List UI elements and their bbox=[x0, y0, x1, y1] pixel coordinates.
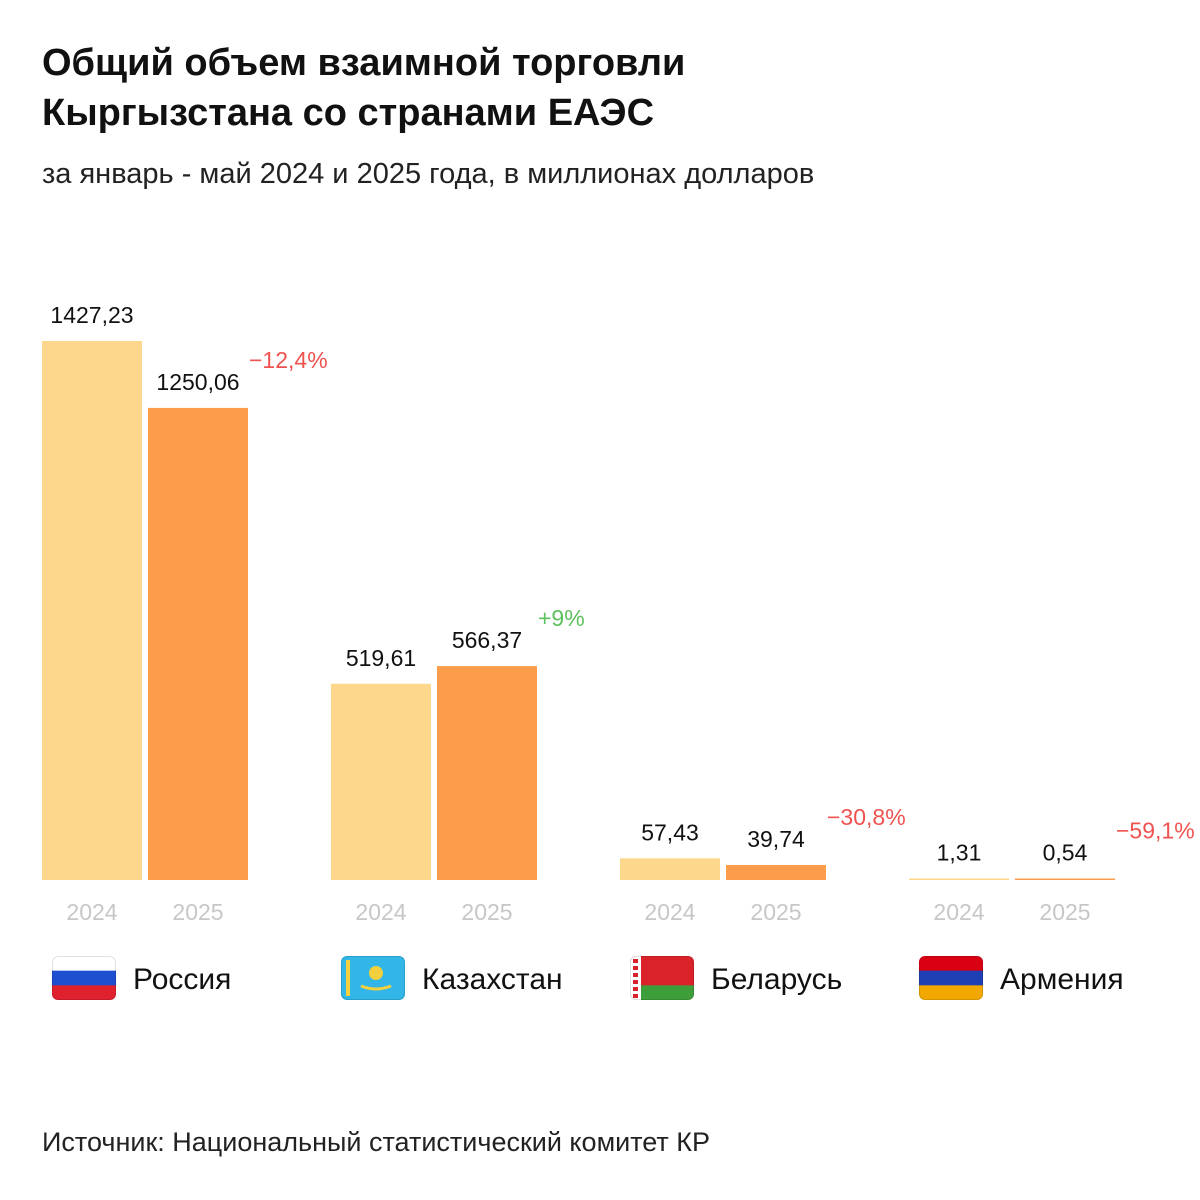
chart-title-line-1: Общий объем взаимной торговли bbox=[42, 42, 686, 84]
armenia-flag-icon bbox=[919, 956, 983, 1000]
bar-2025-1 bbox=[148, 407, 248, 880]
value-label-2024-2: 519,61 bbox=[346, 645, 416, 671]
year-label-2025-4: 2025 bbox=[1039, 899, 1090, 925]
change-label-1: −12,4% bbox=[249, 347, 328, 373]
change-label-2: +9% bbox=[538, 605, 585, 631]
bar-2025-4 bbox=[1015, 878, 1115, 880]
country-label-2: Казахстан bbox=[422, 963, 563, 996]
source-note: Источник: Национальный статистический ко… bbox=[42, 1127, 710, 1157]
country-label-4: Армения bbox=[1000, 963, 1124, 996]
value-label-2025-4: 0,54 bbox=[1043, 840, 1088, 866]
chart-subtitle: за январь - май 2024 и 2025 года, в милл… bbox=[42, 158, 815, 190]
value-label-2025-3: 39,74 bbox=[747, 826, 805, 852]
change-label-4: −59,1% bbox=[1116, 818, 1195, 844]
chart-title: Общий объем взаимной торговли Кыргызстан… bbox=[42, 38, 1042, 138]
chart-title-line-2: Кыргызстана со странами ЕАЭС bbox=[42, 92, 655, 134]
bar-2024-3 bbox=[620, 858, 720, 880]
year-label-2024-4: 2024 bbox=[933, 899, 984, 925]
russia-flag-icon bbox=[52, 956, 116, 1000]
year-label-2024-1: 2024 bbox=[66, 899, 117, 925]
year-label-2025-1: 2025 bbox=[172, 899, 223, 925]
bar-2024-2 bbox=[331, 683, 431, 880]
year-label-2024-2: 2024 bbox=[355, 899, 406, 925]
kazakhstan-flag-icon bbox=[341, 956, 405, 1000]
bar-2024-4 bbox=[909, 878, 1009, 880]
value-label-2024-1: 1427,23 bbox=[50, 302, 133, 328]
value-label-2024-3: 57,43 bbox=[641, 819, 699, 845]
bar-2025-2 bbox=[437, 666, 537, 880]
value-label-2025-2: 566,37 bbox=[452, 627, 522, 653]
year-label-2025-2: 2025 bbox=[461, 899, 512, 925]
country-label-3: Беларусь bbox=[711, 963, 842, 996]
country-label-1: Россия bbox=[133, 963, 231, 996]
year-label-2024-3: 2024 bbox=[644, 899, 695, 925]
bar-2024-1 bbox=[42, 341, 142, 880]
bar-2025-3 bbox=[726, 864, 826, 880]
year-label-2025-3: 2025 bbox=[750, 899, 801, 925]
change-label-3: −30,8% bbox=[827, 804, 906, 830]
belarus-flag-icon bbox=[630, 956, 694, 1000]
value-label-2025-1: 1250,06 bbox=[156, 369, 239, 395]
value-label-2024-4: 1,31 bbox=[937, 840, 982, 866]
